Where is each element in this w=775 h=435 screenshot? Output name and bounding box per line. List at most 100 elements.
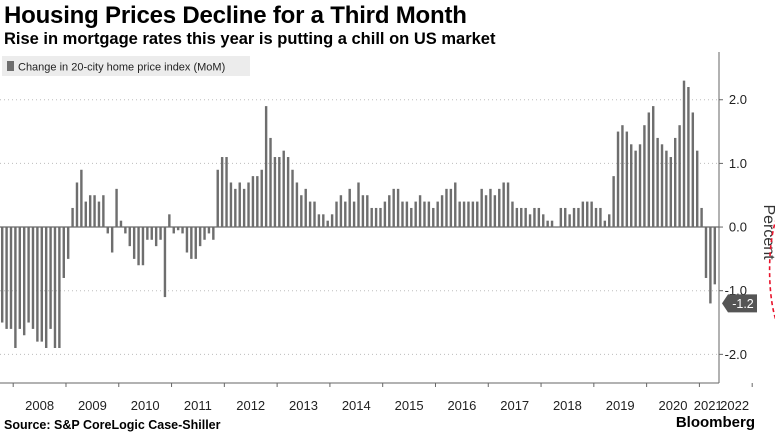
chart-title: Housing Prices Decline for a Third Month bbox=[4, 2, 467, 29]
bar bbox=[476, 201, 479, 228]
x-tick-label: 2016 bbox=[447, 398, 476, 413]
bar bbox=[27, 227, 30, 323]
bar bbox=[225, 157, 228, 228]
bar bbox=[322, 214, 325, 228]
bar bbox=[533, 207, 536, 228]
legend-swatch bbox=[7, 61, 14, 71]
bar bbox=[638, 144, 642, 228]
bar bbox=[75, 182, 79, 228]
x-tick-label: 2022 bbox=[720, 398, 749, 413]
bar bbox=[414, 201, 417, 228]
bar bbox=[84, 201, 87, 228]
bar bbox=[410, 207, 413, 228]
bar bbox=[14, 227, 17, 348]
chart-subtitle: Rise in mortgage rates this year is putt… bbox=[4, 30, 496, 48]
bar bbox=[612, 176, 615, 228]
legend-label: Change in 20-city home price index (MoM) bbox=[18, 62, 225, 74]
bar bbox=[506, 182, 510, 228]
x-tick-label: 2021 bbox=[694, 398, 723, 413]
bar bbox=[515, 207, 519, 228]
bar bbox=[361, 195, 365, 228]
x-tick-label: 2015 bbox=[395, 398, 424, 413]
bar bbox=[682, 80, 686, 228]
bar bbox=[427, 201, 431, 228]
bar bbox=[242, 188, 246, 228]
bar bbox=[22, 227, 26, 336]
bar bbox=[97, 201, 101, 228]
x-tick-label: 2009 bbox=[78, 398, 107, 413]
last-value-badge: -1.2 bbox=[722, 294, 757, 313]
bar bbox=[251, 176, 255, 228]
bar bbox=[124, 227, 127, 234]
y-tick-label: 1.0 bbox=[729, 156, 747, 171]
bar bbox=[643, 125, 646, 228]
bar bbox=[370, 207, 373, 228]
bar bbox=[339, 195, 343, 228]
bar bbox=[159, 227, 162, 240]
bar bbox=[528, 214, 532, 228]
bar bbox=[269, 137, 272, 228]
bar bbox=[418, 195, 422, 228]
bar bbox=[467, 201, 470, 228]
bar bbox=[405, 201, 409, 228]
bar bbox=[634, 150, 637, 228]
x-tick-label: 2012 bbox=[236, 398, 265, 413]
bar bbox=[383, 201, 387, 228]
bar bbox=[198, 227, 202, 247]
bar bbox=[423, 201, 426, 228]
bar bbox=[88, 195, 92, 228]
bar bbox=[40, 227, 43, 342]
bar bbox=[234, 188, 237, 228]
bar bbox=[247, 182, 250, 228]
bar bbox=[207, 227, 211, 234]
bar bbox=[674, 137, 677, 228]
bar bbox=[432, 207, 435, 228]
y-tick-label: 0.0 bbox=[729, 220, 747, 235]
bar bbox=[542, 214, 545, 228]
bar bbox=[220, 157, 224, 228]
bar bbox=[616, 131, 620, 228]
bar bbox=[168, 214, 171, 228]
bar bbox=[278, 157, 281, 228]
bar bbox=[625, 131, 629, 228]
last-value-label: -1.2 bbox=[732, 297, 754, 311]
bar bbox=[449, 188, 453, 228]
bar bbox=[652, 106, 655, 228]
y-tick-label: 2.0 bbox=[729, 92, 747, 107]
bar bbox=[379, 207, 382, 228]
bars bbox=[0, 80, 717, 348]
bar bbox=[71, 207, 74, 228]
bar bbox=[471, 201, 475, 228]
bar bbox=[18, 227, 21, 329]
bar bbox=[669, 157, 673, 228]
bar bbox=[366, 195, 369, 228]
bar bbox=[146, 227, 149, 240]
bar bbox=[203, 227, 206, 240]
bar bbox=[36, 227, 39, 342]
x-tick-label: 2008 bbox=[25, 398, 54, 413]
x-tick-label: 2014 bbox=[342, 398, 371, 413]
bar bbox=[150, 227, 153, 240]
bar bbox=[498, 188, 501, 228]
bar bbox=[295, 182, 299, 228]
bar bbox=[141, 227, 145, 266]
bar bbox=[190, 227, 193, 259]
bar bbox=[194, 227, 197, 259]
badge-shape bbox=[722, 294, 757, 313]
x-tick-label: 2018 bbox=[553, 398, 582, 413]
bar bbox=[0, 227, 4, 323]
bar bbox=[564, 207, 567, 228]
bar bbox=[480, 188, 483, 228]
bar bbox=[93, 195, 96, 228]
bar bbox=[49, 227, 52, 329]
bar bbox=[462, 201, 466, 228]
x-axis-ticks: 2008 2009 2010 2011 2012 2013 2014 2015 2016 2017… bbox=[12, 383, 753, 413]
bar bbox=[238, 182, 241, 228]
bar bbox=[704, 227, 708, 278]
bar bbox=[216, 169, 219, 228]
bar bbox=[511, 201, 514, 228]
bar bbox=[458, 201, 461, 228]
y-axis-ticks: -2.0-1.00.01.02.0 bbox=[719, 92, 747, 362]
x-tick-label: 2020 bbox=[659, 398, 688, 413]
